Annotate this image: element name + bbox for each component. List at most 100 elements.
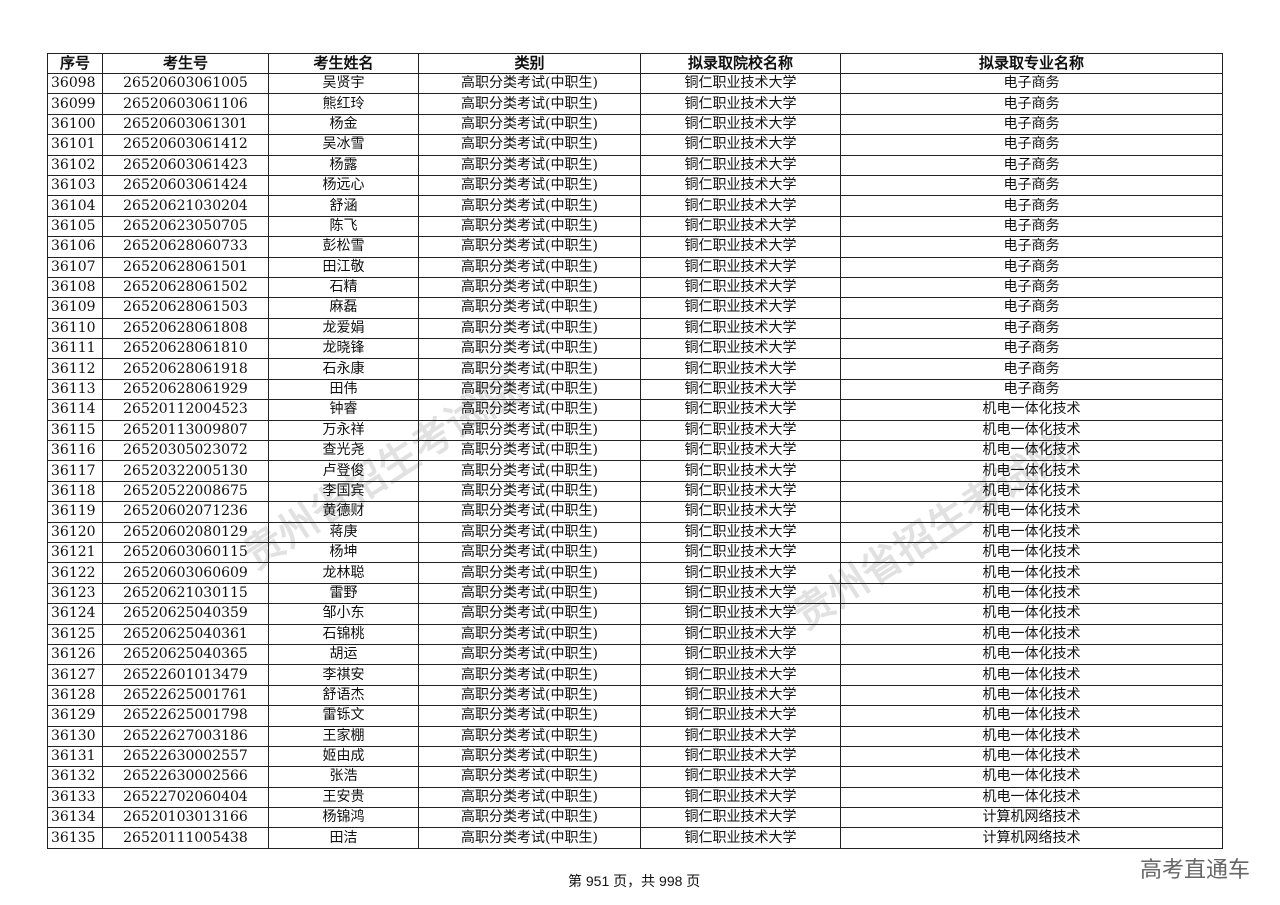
page-number: 第 951 页，共 998 页 — [568, 873, 701, 889]
cell-exam-id: 26520603061423 — [102, 154, 269, 176]
cell-category: 高职分类考试(中职生) — [418, 72, 641, 95]
cell-exam-id: 26520603060115 — [102, 541, 269, 564]
cell-name: 吴贤宇 — [268, 72, 419, 95]
cell-exam-id: 26522627003186 — [102, 725, 269, 747]
cell-school: 铜仁职业技术大学 — [640, 174, 841, 197]
cell-seq: 36130 — [47, 725, 103, 747]
table-row: 36112 26520628061918 石永康 高职分类考试(中职生) 铜仁职业技术大… — [47, 358, 1223, 380]
cell-exam-id: 26520621030204 — [102, 195, 269, 217]
cell-category: 高职分类考试(中职生) — [418, 440, 641, 462]
cell-exam-id: 26520628061929 — [102, 378, 269, 401]
cell-seq: 36133 — [47, 786, 103, 809]
cell-major: 机电一体化技术 — [840, 705, 1223, 727]
cell-major: 电子商务 — [840, 174, 1223, 197]
cell-major: 电子商务 — [840, 93, 1223, 115]
cell-exam-id: 26522702060404 — [102, 786, 269, 809]
cell-school: 铜仁职业技术大学 — [640, 419, 841, 442]
cell-name: 杨坤 — [268, 541, 419, 564]
cell-exam-id: 26520305023072 — [102, 440, 269, 462]
header-seq: 序号 — [47, 53, 103, 74]
cell-major: 电子商务 — [840, 276, 1223, 299]
cell-seq: 36115 — [47, 419, 103, 442]
cell-major: 机电一体化技术 — [840, 399, 1223, 421]
cell-category: 高职分类考试(中职生) — [418, 338, 641, 360]
cell-school: 铜仁职业技术大学 — [640, 643, 841, 666]
cell-exam-id: 26520628061502 — [102, 276, 269, 299]
brand-watermark: 高考直通车 — [1139, 858, 1250, 883]
cell-major: 机电一体化技术 — [840, 725, 1223, 747]
cell-seq: 36106 — [47, 236, 103, 258]
cell-category: 高职分类考试(中职生) — [418, 766, 641, 788]
cell-category: 高职分类考试(中职生) — [418, 378, 641, 401]
cell-major: 机电一体化技术 — [840, 786, 1223, 809]
table-row: 36129 26522625001798 雷铄文 高职分类考试(中职生) 铜仁职业技术大… — [47, 705, 1223, 727]
cell-name: 麻磊 — [268, 297, 419, 319]
cell-school: 铜仁职业技术大学 — [640, 195, 841, 217]
table-row: 36133 26522702060404 王安贵 高职分类考试(中职生) 铜仁职业技术大… — [47, 786, 1223, 809]
cell-seq: 36118 — [47, 480, 103, 503]
cell-category: 高职分类考试(中职生) — [418, 827, 641, 849]
cell-seq: 36100 — [47, 113, 103, 136]
cell-category: 高职分类考试(中职生) — [418, 623, 641, 645]
cell-seq: 36131 — [47, 745, 103, 768]
table-row: 36116 26520305023072 查光尧 高职分类考试(中职生) 铜仁职业技术大… — [47, 440, 1223, 462]
cell-school: 铜仁职业技术大学 — [640, 215, 841, 238]
cell-category: 高职分类考试(中职生) — [418, 297, 641, 319]
cell-category: 高职分类考试(中职生) — [418, 705, 641, 727]
cell-name: 卢登俊 — [268, 460, 419, 482]
table-row: 36101 26520603061412 吴冰雪 高职分类考试(中职生) 铜仁职业技术大… — [47, 134, 1223, 156]
header-name: 考生姓名 — [268, 53, 419, 74]
cell-seq: 36119 — [47, 501, 103, 523]
cell-name: 蒋庚 — [268, 521, 419, 543]
cell-seq: 36127 — [47, 664, 103, 686]
cell-name: 田伟 — [268, 378, 419, 401]
table-row: 36119 26520602071236 黄德财 高职分类考试(中职生) 铜仁职业技术大… — [47, 501, 1223, 523]
cell-school: 铜仁职业技术大学 — [640, 378, 841, 401]
cell-major: 电子商务 — [840, 72, 1223, 95]
header-category: 类别 — [418, 53, 641, 74]
cell-major: 机电一体化技术 — [840, 603, 1223, 625]
cell-name: 彭松雪 — [268, 236, 419, 258]
cell-seq: 36112 — [47, 358, 103, 380]
cell-category: 高职分类考试(中职生) — [418, 562, 641, 584]
cell-exam-id: 26520603061412 — [102, 134, 269, 156]
header-school: 拟录取院校名称 — [640, 53, 841, 74]
table-row: 36134 26520103013166 杨锦鸿 高职分类考试(中职生) 铜仁职业技术大… — [47, 807, 1223, 829]
cell-exam-id: 26522625001761 — [102, 684, 269, 707]
admission-table: 序号 考生号 考生姓名 类别 拟录取院校名称 拟录取专业名称 36098 2652… — [47, 53, 1223, 849]
cell-seq: 36125 — [47, 623, 103, 645]
cell-seq: 36101 — [47, 134, 103, 156]
table-row: 36132 26522630002566 张浩 高职分类考试(中职生) 铜仁职业技术大学… — [47, 766, 1223, 788]
cell-name: 邹小东 — [268, 603, 419, 625]
cell-name: 查光尧 — [268, 440, 419, 462]
cell-exam-id: 26520623050705 — [102, 215, 269, 238]
cell-exam-id: 26520621030115 — [102, 582, 269, 605]
cell-name: 熊红玲 — [268, 93, 419, 115]
table-row: 36109 26520628061503 麻磊 高职分类考试(中职生) 铜仁职业技术大学… — [47, 297, 1223, 319]
cell-exam-id: 26522630002557 — [102, 745, 269, 768]
cell-category: 高职分类考试(中职生) — [418, 582, 641, 605]
cell-school: 铜仁职业技术大学 — [640, 154, 841, 176]
cell-category: 高职分类考试(中职生) — [418, 215, 641, 238]
cell-exam-id: 26520111005438 — [102, 827, 269, 849]
cell-exam-id: 26520603061106 — [102, 93, 269, 115]
cell-school: 铜仁职业技术大学 — [640, 501, 841, 523]
cell-school: 铜仁职业技术大学 — [640, 460, 841, 482]
cell-school: 铜仁职业技术大学 — [640, 440, 841, 462]
cell-name: 李国宾 — [268, 480, 419, 503]
table-row: 36113 26520628061929 田伟 高职分类考试(中职生) 铜仁职业技术大学… — [47, 378, 1223, 401]
cell-category: 高职分类考试(中职生) — [418, 399, 641, 421]
table-row: 36120 26520602080129 蒋庚 高职分类考试(中职生) 铜仁职业技术大学… — [47, 521, 1223, 543]
cell-school: 铜仁职业技术大学 — [640, 745, 841, 768]
cell-seq: 36110 — [47, 317, 103, 340]
cell-exam-id: 26520628061501 — [102, 256, 269, 278]
table-row: 36106 26520628060733 彭松雪 高职分类考试(中职生) 铜仁职业技术大… — [47, 236, 1223, 258]
cell-category: 高职分类考试(中职生) — [418, 480, 641, 503]
table-row: 36122 26520603060609 龙林聪 高职分类考试(中职生) 铜仁职业技术大… — [47, 562, 1223, 584]
cell-category: 高职分类考试(中职生) — [418, 725, 641, 747]
table-row: 36127 26522601013479 李祺安 高职分类考试(中职生) 铜仁职业技术大… — [47, 664, 1223, 686]
cell-seq: 36126 — [47, 643, 103, 666]
cell-school: 铜仁职业技术大学 — [640, 399, 841, 421]
cell-school: 铜仁职业技术大学 — [640, 807, 841, 829]
cell-category: 高职分类考试(中职生) — [418, 807, 641, 829]
